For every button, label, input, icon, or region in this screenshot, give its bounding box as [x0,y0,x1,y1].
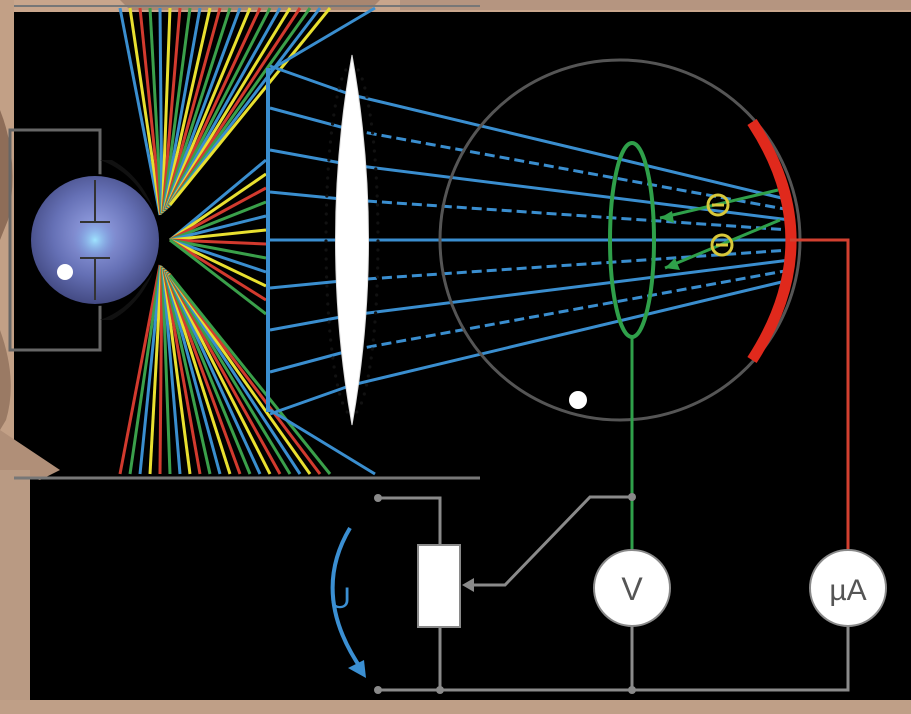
converging-lens [324,54,380,426]
light-ray [161,267,182,475]
blue-ray [269,383,353,416]
light-ray [169,172,267,242]
blue-ray [351,163,791,222]
return-wire [378,625,850,692]
tube-indicator-dot [569,391,587,409]
light-ray [158,266,164,475]
blue-ray [351,278,791,387]
light-ray [162,268,212,475]
light-ray [160,267,172,475]
light-ray [138,7,163,215]
light-ray [169,238,267,288]
light-ray [169,238,267,316]
light-ray [128,265,162,475]
light-ray [169,158,267,242]
voltage-label: U [329,582,351,615]
light-ray [161,7,192,212]
potentiometer-icon [417,544,461,628]
light-ray [148,266,163,475]
light-ray [166,7,282,209]
light-ray-fan [118,7,332,475]
light-ray [118,264,162,475]
light-ray [169,238,267,302]
light-ray [164,7,252,210]
light-ray [169,238,267,260]
light-ray [148,7,163,214]
light-ray [166,7,292,208]
light-source [8,128,161,352]
light-ray [169,238,267,274]
light-ray [169,238,267,246]
light-ray [163,269,222,475]
light-ray [164,270,252,475]
electrons [659,188,781,270]
lamp-glow [73,218,117,262]
blue-ray [269,408,376,476]
ammeter-label: µA [829,574,866,607]
light-ray [138,265,163,475]
blue-ray [269,64,353,97]
cathode-wire [790,238,850,560]
voltage-arrow: U [329,526,366,678]
blue-ray [269,106,353,132]
lamp-indicator-dot [57,264,73,280]
light-ray [169,186,267,242]
light-ray [163,269,232,475]
light-ray [161,7,182,213]
voltmeter-label: V [621,571,643,607]
light-ray [161,268,192,475]
light-ray [166,272,292,475]
light-ray [165,7,272,209]
light-ray [169,200,267,242]
light-ray [160,7,172,213]
circuit [14,5,850,694]
light-ray [163,7,222,211]
light-ray [162,7,212,212]
light-ray [163,7,232,211]
light-ray [168,7,332,206]
blue-ray [269,348,353,374]
light-ray [168,274,332,475]
blue-ray [351,258,791,317]
light-ray [169,228,267,242]
light-ray [169,214,267,242]
rheostat-slider-wire [470,495,632,587]
light-ray [165,7,262,209]
light-ray [165,271,272,475]
light-ray [165,271,262,475]
light-ray [162,268,202,475]
blue-ray [351,198,791,232]
light-ray [118,7,162,216]
light-ray [164,270,242,475]
light-ray [158,7,164,214]
light-ray [128,7,162,215]
light-ray [164,7,242,210]
blue-ray [269,6,376,72]
light-ray [162,7,202,212]
electron-minus-icon [706,193,730,217]
microammeter-icon: µA [809,549,887,627]
electron-minus-icon [710,233,734,257]
light-ray [166,271,282,475]
blue-ray [351,93,791,202]
voltmeter-icon: V [593,549,671,627]
